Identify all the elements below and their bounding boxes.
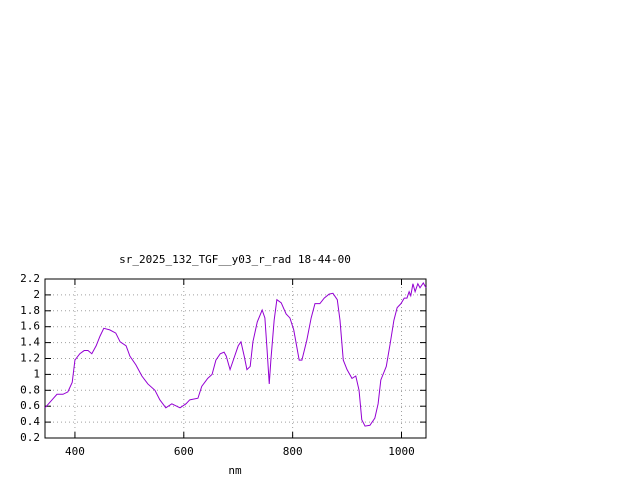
y-tick-label: 0.4	[20, 415, 40, 428]
y-tick-label: 1.6	[20, 320, 40, 333]
y-tick-label: 1	[33, 367, 40, 380]
y-tick-label: 0.6	[20, 399, 40, 412]
x-tick-label: 600	[174, 445, 194, 458]
x-tick-label: 1000	[388, 445, 415, 458]
y-tick-label: 2	[33, 288, 40, 301]
y-tick-label: 1.4	[20, 336, 40, 349]
y-tick-label: 0.2	[20, 431, 40, 444]
x-tick-label: 400	[65, 445, 85, 458]
x-tick-label: 800	[283, 445, 303, 458]
y-tick-label: 2.2	[20, 272, 40, 285]
y-tick-label: 1.8	[20, 304, 40, 317]
y-tick-label: 0.8	[20, 383, 40, 396]
data-line	[44, 282, 427, 427]
y-tick-label: 1.2	[20, 352, 40, 365]
x-axis-label: nm	[228, 464, 242, 477]
chart-title: sr_2025_132_TGF__y03_r_rad 18-44-00	[119, 253, 351, 266]
plot-border	[44, 278, 427, 439]
